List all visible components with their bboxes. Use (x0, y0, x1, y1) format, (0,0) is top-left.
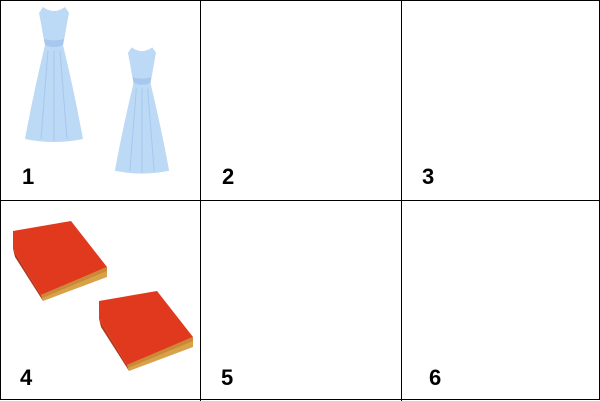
cell-number: 6 (429, 365, 442, 390)
cell-number: 2 (222, 164, 235, 189)
book-icon (13, 221, 107, 301)
book-icon (99, 291, 193, 371)
cell-6: 6 (402, 201, 600, 400)
cell-4: 4 (1, 201, 200, 400)
cell-1: 1 (1, 1, 200, 200)
cell-5: 5 (201, 201, 400, 400)
grid-divider (200, 1, 201, 401)
cell-3: 3 (402, 1, 600, 200)
grid-divider (1, 200, 600, 201)
cell-2: 2 (201, 1, 400, 200)
dress-icon (114, 47, 170, 174)
cell-number: 5 (221, 365, 234, 390)
dress-icon (25, 7, 83, 142)
grid-divider (401, 1, 402, 401)
cell-number: 3 (422, 164, 435, 189)
cell-number: 1 (22, 164, 35, 189)
cell-number: 4 (20, 365, 33, 390)
